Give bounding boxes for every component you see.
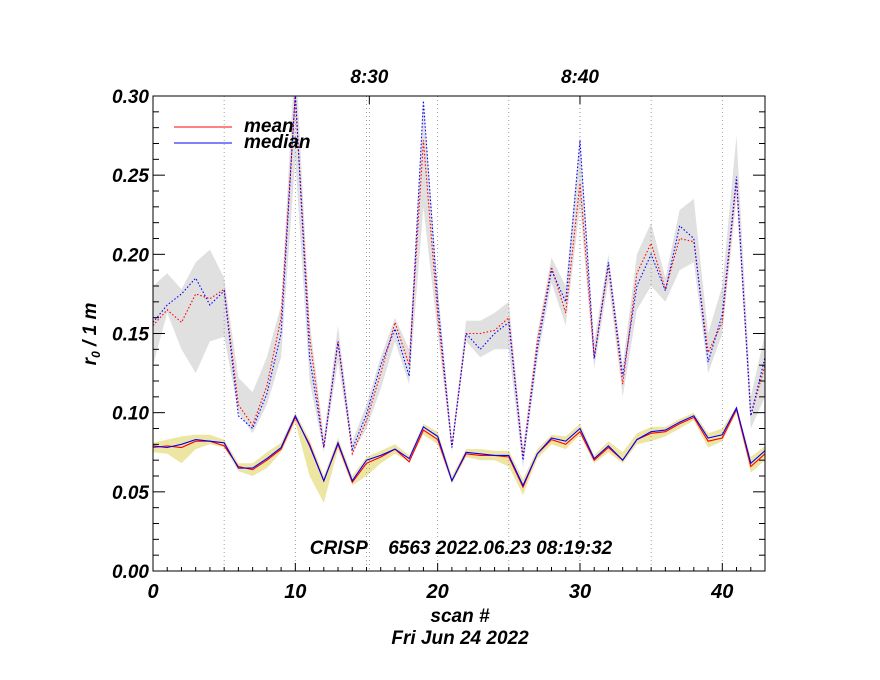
x-tick-label: 20 bbox=[426, 581, 449, 603]
series-lines bbox=[153, 96, 765, 489]
median-upper-line bbox=[153, 96, 765, 461]
median-lower-line bbox=[153, 406, 765, 487]
y-tick-label: 0.30 bbox=[112, 87, 149, 108]
date-label: Fri Jun 24 2022 bbox=[391, 628, 529, 649]
x-tick-label: 0 bbox=[147, 581, 158, 603]
lower-range-band bbox=[153, 406, 765, 503]
y-axis-label-tail: / 1 m bbox=[80, 303, 101, 352]
plot-frame bbox=[152, 95, 766, 572]
y-axis-label-main: r bbox=[80, 356, 101, 365]
y-tick-label: 0.10 bbox=[112, 404, 149, 425]
legend: mean median bbox=[174, 116, 311, 153]
annotation-text: CRISP 6563 2022.06.23 08:19:32 bbox=[310, 538, 613, 559]
y-tick-label: 0.05 bbox=[112, 483, 149, 504]
mean-upper-line bbox=[153, 96, 765, 458]
time-tick-label: 8:40 bbox=[561, 67, 599, 88]
y-tick-label: 0.25 bbox=[112, 166, 149, 187]
range-bands bbox=[153, 96, 765, 503]
y-axis-label: r0 / 1 m bbox=[80, 303, 103, 366]
x-axis-label: scan # bbox=[430, 606, 490, 627]
axis-ticks: 0 10 20 30 40 8:30 8:40 0.00 0.05 0.10 0.15 0.20 0.2… bbox=[112, 67, 766, 603]
legend-label-median: median bbox=[244, 132, 311, 153]
upper-range-band bbox=[153, 96, 765, 469]
legend-label-mean: mean bbox=[244, 116, 294, 137]
x-tick-label: 40 bbox=[710, 581, 733, 603]
x-tick-label: 30 bbox=[569, 581, 591, 603]
y-axis-label-subscript: 0 bbox=[89, 351, 103, 358]
time-tick-label: 8:30 bbox=[350, 67, 388, 88]
y-tick-label: 0.20 bbox=[112, 245, 149, 266]
y-tick-label: 0.00 bbox=[112, 562, 149, 583]
x-tick-label: 10 bbox=[284, 581, 306, 603]
y-tick-label: 0.15 bbox=[112, 325, 149, 346]
